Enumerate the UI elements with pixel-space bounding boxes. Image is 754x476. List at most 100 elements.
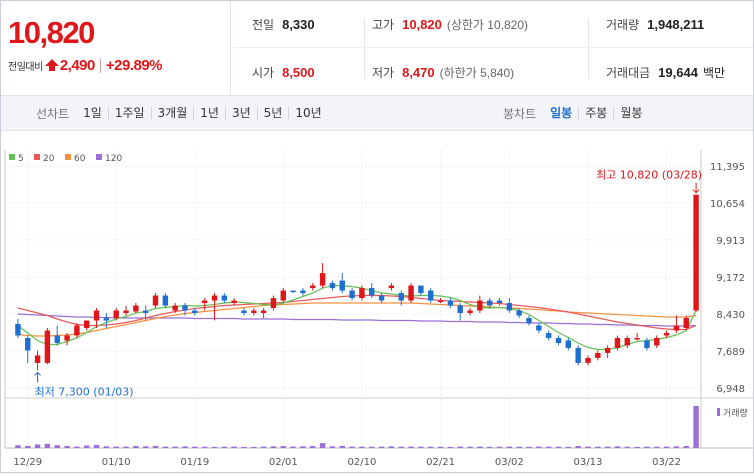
candle-body xyxy=(290,290,296,293)
candle-body xyxy=(123,310,129,314)
candle-body xyxy=(192,310,198,314)
stat-label: 거래량 xyxy=(606,18,640,32)
change-amount: 2,490 xyxy=(59,57,96,74)
candle-body xyxy=(654,337,660,346)
volume-bar xyxy=(378,446,385,448)
volume-legend-label: 거래량 xyxy=(723,407,748,419)
candle-daily[interactable]: 일봉 xyxy=(550,106,573,120)
stat-high: 고가 10,820 (상한가 10,820) xyxy=(372,16,528,33)
volume-bar xyxy=(359,446,365,448)
period-1d[interactable]: 1일 xyxy=(83,106,102,120)
candlestick-chart-svg: 5 20 60 120 11,395 10,654 9,913 9,172 8,430 7,689… xyxy=(4,150,753,468)
ma20-line xyxy=(17,294,697,331)
candle-body xyxy=(398,293,404,301)
volume-bar xyxy=(329,446,336,448)
volume-bar xyxy=(201,446,208,448)
stat-upper-limit: (상한가 10,820) xyxy=(446,18,529,32)
period-1y[interactable]: 1년 xyxy=(193,107,225,119)
volume-bar xyxy=(418,446,424,448)
candle-body xyxy=(74,325,80,336)
stat-volume: 거래량 1,948,211 xyxy=(606,16,704,33)
volume-bar xyxy=(211,446,218,448)
candle-body xyxy=(113,310,119,319)
period-10y[interactable]: 10년 xyxy=(288,107,327,119)
candle-body xyxy=(142,310,149,314)
volume-bar xyxy=(182,446,188,448)
candle-body xyxy=(319,273,326,286)
candle-body xyxy=(457,305,463,314)
stats-divider xyxy=(588,19,589,79)
volume-bar xyxy=(614,446,621,448)
period-3m[interactable]: 3개월 xyxy=(150,107,194,119)
change-label: 전일대비 xyxy=(8,62,43,73)
candle-body xyxy=(428,290,434,301)
candle-body xyxy=(624,337,630,346)
candle-body xyxy=(595,352,601,358)
volume-bar xyxy=(221,446,228,448)
candle-body xyxy=(634,337,640,340)
volume-bar xyxy=(555,446,562,448)
volume-bar xyxy=(34,444,41,448)
legend-label: 60 xyxy=(74,154,86,164)
price-chart: 5 20 60 120 11,395 10,654 9,913 9,172 8,430 7,689… xyxy=(1,132,753,472)
stat-lower-limit: (하한가 5,840) xyxy=(439,66,515,80)
line-chart-label: 선차트 xyxy=(36,106,70,121)
y-tick-label: 8,430 xyxy=(716,310,745,321)
stat-value: 10,820 xyxy=(402,17,442,32)
candle-body xyxy=(221,295,228,301)
volume-bar xyxy=(496,446,503,448)
candle-body xyxy=(663,332,670,336)
volume-bar xyxy=(654,446,660,448)
candle-body xyxy=(270,298,277,309)
volume-bar xyxy=(25,445,31,448)
candle-body xyxy=(673,325,680,331)
up-arrow-icon xyxy=(44,59,59,71)
volume-bar xyxy=(428,446,434,448)
change-percent: +29.89% xyxy=(105,57,163,74)
period-3y[interactable]: 3년 xyxy=(224,107,257,119)
current-price: 10,820 xyxy=(8,15,95,50)
volume-bar xyxy=(369,446,375,448)
candle-weekly[interactable]: 주봉 xyxy=(578,107,613,119)
change-divider xyxy=(99,58,101,73)
volume-bar xyxy=(565,446,572,448)
price-box: 10,820 전일대비 2,490 +29.89% xyxy=(1,1,231,95)
volume-bar xyxy=(133,446,139,448)
candle-body xyxy=(211,295,218,301)
candle-body xyxy=(162,295,169,306)
volume-bar xyxy=(290,446,296,448)
candle-body xyxy=(15,324,21,336)
volume-bar xyxy=(486,446,493,448)
volume-bar xyxy=(241,446,247,448)
volume-bar xyxy=(162,446,169,448)
x-tick-label: 01/19 xyxy=(180,457,209,468)
volume-bar xyxy=(447,446,454,448)
candle-monthly[interactable]: 월봉 xyxy=(613,107,648,119)
ma60-line xyxy=(17,302,697,337)
candle-body xyxy=(300,290,306,294)
change-row: 전일대비 2,490 +29.89% xyxy=(8,57,163,74)
volume-bar xyxy=(437,446,444,448)
candle-body xyxy=(152,295,159,306)
x-tick-label: 12/29 xyxy=(13,457,42,468)
candle-body xyxy=(496,300,503,304)
period-1w[interactable]: 1주일 xyxy=(107,107,151,119)
candle-body xyxy=(103,318,110,321)
volume-bar xyxy=(388,446,395,448)
volume-bar xyxy=(339,445,345,448)
candle-chart-label: 봉차트 xyxy=(503,106,537,121)
volume-bar xyxy=(280,446,286,448)
period-5y[interactable]: 5년 xyxy=(256,107,289,119)
stats-row-divider xyxy=(232,47,753,48)
high-annotation: 최고 10,820 (03/28) xyxy=(596,169,702,182)
volume-bar xyxy=(152,445,159,448)
volume-bar xyxy=(54,445,60,448)
low-annotation: 최저 7,300 (01/03) xyxy=(35,385,134,398)
volume-bar xyxy=(251,446,257,448)
volume-bar xyxy=(634,446,640,448)
candle-body xyxy=(329,283,336,289)
volume-bar xyxy=(457,446,463,448)
chart-toolbar: 선차트 1일 1주일 3개월 1년 3년 5년 10년 봉차트 일봉 주봉 월봉 xyxy=(1,95,753,131)
candle-body xyxy=(172,305,178,311)
